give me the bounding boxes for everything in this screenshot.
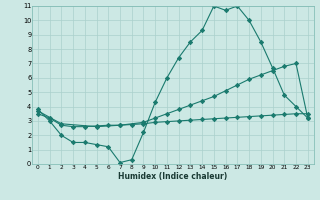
X-axis label: Humidex (Indice chaleur): Humidex (Indice chaleur)	[118, 172, 228, 181]
